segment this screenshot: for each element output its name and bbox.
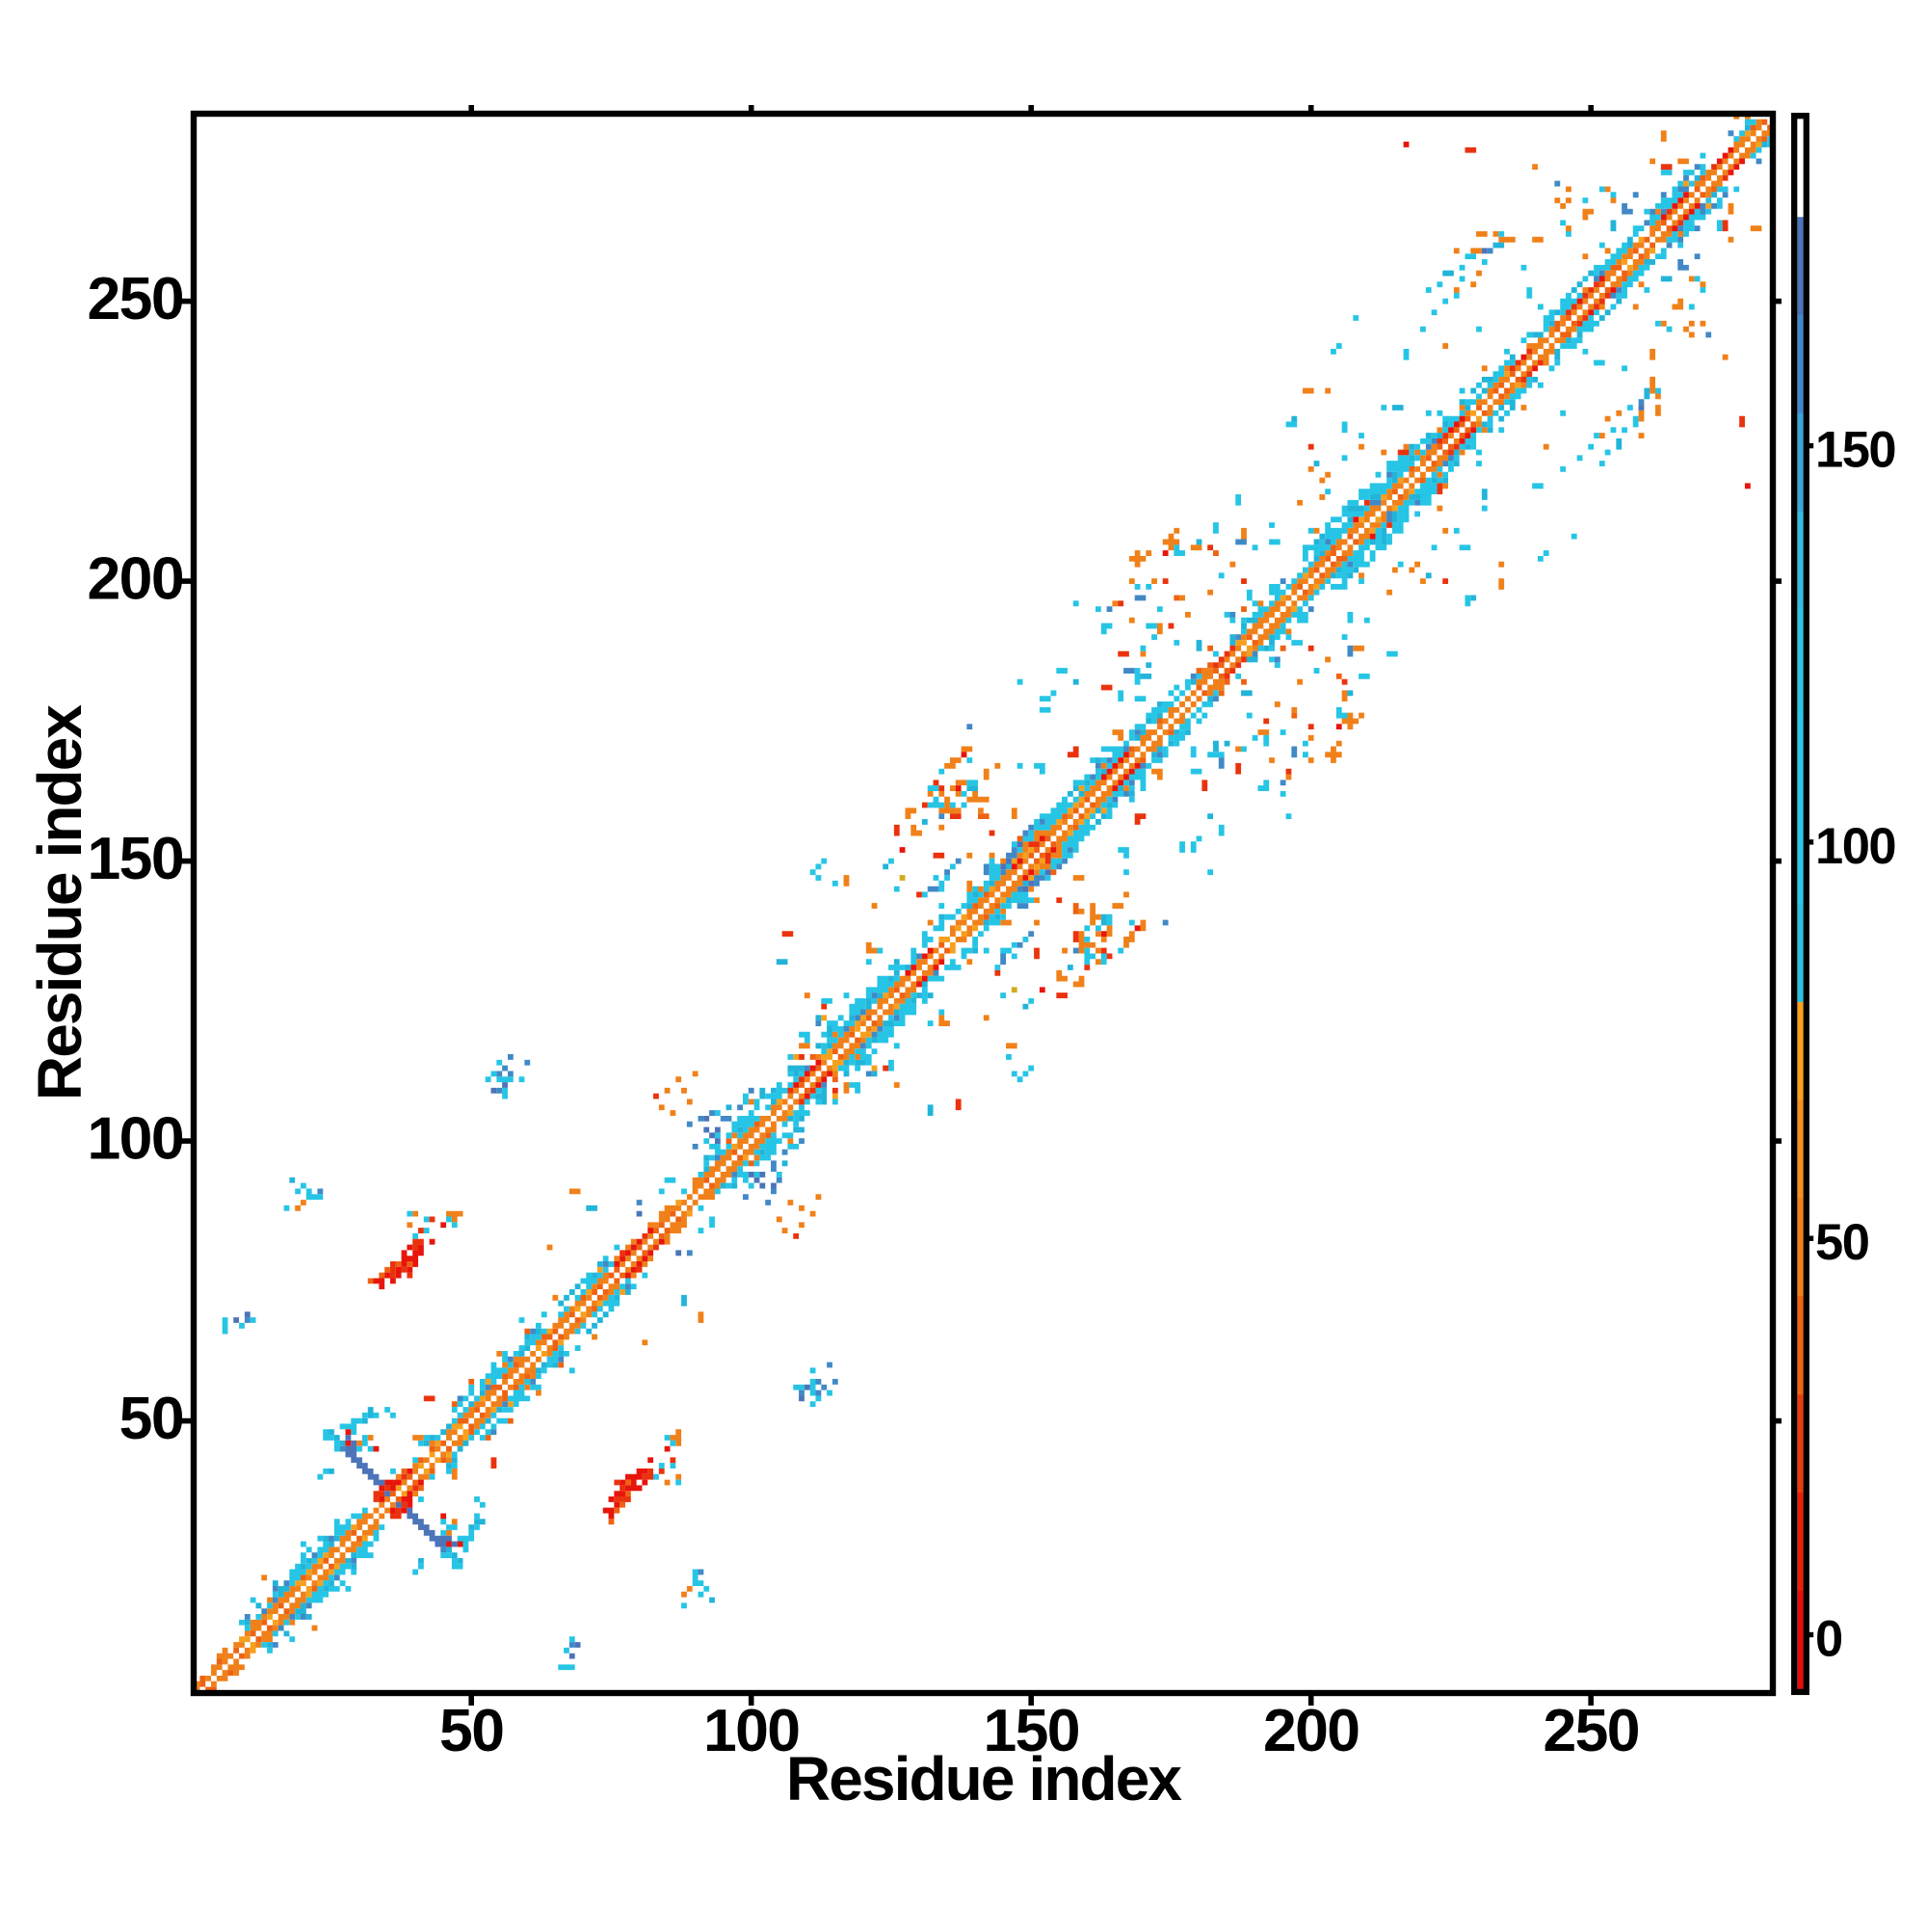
svg-text:50: 50 (1815, 1214, 1869, 1271)
svg-text:250: 250 (1543, 1697, 1638, 1764)
svg-text:200: 200 (88, 545, 183, 613)
svg-text:100: 100 (88, 1105, 183, 1173)
svg-text:150: 150 (88, 825, 183, 892)
svg-text:50: 50 (119, 1385, 183, 1452)
svg-text:50: 50 (439, 1697, 503, 1764)
svg-text:Residue index: Residue index (25, 704, 94, 1101)
svg-text:150: 150 (1815, 422, 1895, 479)
svg-text:100: 100 (1815, 818, 1895, 875)
svg-text:150: 150 (983, 1697, 1078, 1764)
svg-text:0: 0 (1815, 1611, 1842, 1668)
svg-text:200: 200 (1263, 1697, 1359, 1764)
svg-text:100: 100 (703, 1697, 799, 1764)
svg-text:Residue index: Residue index (786, 1744, 1183, 1813)
svg-text:250: 250 (88, 265, 183, 332)
